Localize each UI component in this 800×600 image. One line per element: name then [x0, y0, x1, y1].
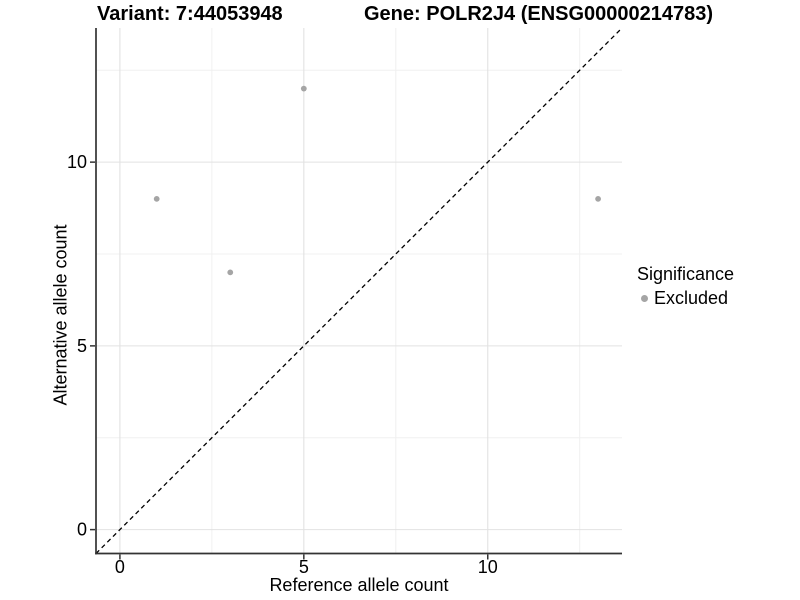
- y-axis-title: Alternative allele count: [50, 224, 71, 406]
- legend-item-label: Excluded: [654, 288, 729, 308]
- x-tick-label: 10: [478, 557, 498, 577]
- data-point: [595, 195, 601, 202]
- data-point: [300, 85, 307, 92]
- gridlines-minor: [96, 28, 622, 554]
- excluded-point-icon: [641, 295, 648, 302]
- gridlines-major: [96, 28, 622, 554]
- x-tick-label: 0: [115, 557, 125, 577]
- legend: Significance Excluded: [637, 264, 734, 309]
- legend-item-excluded: Excluded: [637, 288, 734, 309]
- y-tick-label: 5: [77, 336, 87, 356]
- identity-line: [95, 27, 623, 554]
- data-point: [227, 269, 234, 276]
- gene-title: Gene: POLR2J4 (ENSG00000214783): [364, 3, 714, 25]
- data-point: [153, 195, 160, 202]
- x-axis-title: Reference allele count: [269, 575, 449, 595]
- points-layer: [153, 85, 601, 276]
- y-tick-label: 0: [77, 520, 87, 540]
- y-tick-label: 10: [67, 152, 87, 172]
- variant-title: Variant: 7:44053948: [97, 3, 283, 25]
- legend-title: Significance: [637, 264, 735, 284]
- x-tick-label: 5: [299, 557, 309, 577]
- axis-ticks: 0 5 10 0 5 10: [67, 152, 498, 577]
